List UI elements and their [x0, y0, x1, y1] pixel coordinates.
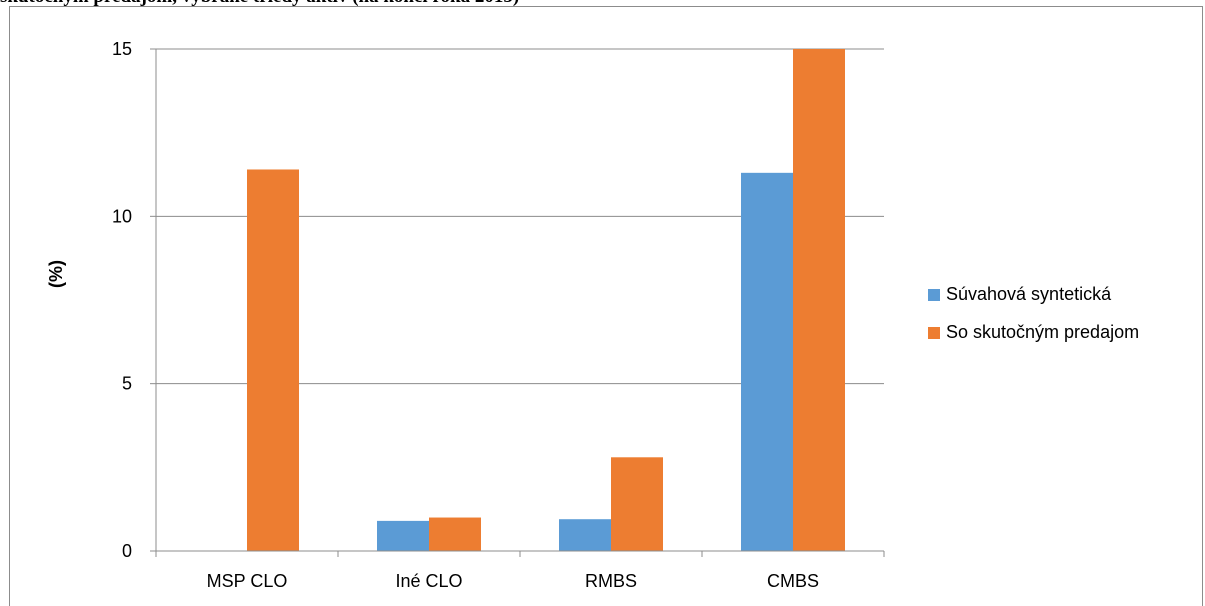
- legend: Súvahová syntetická So skutočným predajo…: [928, 282, 1139, 358]
- legend-swatch-series-1: [928, 288, 940, 301]
- bar: [559, 519, 611, 551]
- legend-item-series-1: Súvahová syntetická: [928, 282, 1139, 307]
- y-axis-label: (%): [46, 260, 66, 288]
- y-tick-label: 10: [112, 206, 132, 226]
- legend-label-series-2: So skutočným predajom: [946, 322, 1140, 342]
- y-tick-label: 15: [112, 39, 132, 59]
- bar: [793, 49, 845, 551]
- x-tick-labels: MSP CLO Iné CLO RMBS CMBS: [207, 571, 819, 591]
- y-tick-label: 0: [122, 541, 132, 561]
- x-tick-label: RMBS: [585, 571, 637, 591]
- bar: [741, 172, 793, 551]
- legend-label-series-1: Súvahová syntetická: [946, 284, 1112, 304]
- y-tick-label: 5: [122, 374, 132, 394]
- axes: [150, 48, 885, 557]
- chart-frame: [9, 6, 1203, 606]
- x-tick-label: Iné CLO: [395, 571, 462, 591]
- bar: [247, 169, 299, 552]
- bar: [429, 517, 481, 551]
- chart-title: skutočným predajom, vybrané triedy aktív…: [0, 0, 1205, 12]
- legend-swatch-series-2: [928, 326, 940, 339]
- legend-item-series-2: So skutočným predajom: [928, 320, 1139, 345]
- y-tick-labels: 0 5 10 15: [112, 39, 132, 561]
- x-tick-label: CMBS: [767, 571, 819, 591]
- bar: [611, 457, 663, 551]
- bars: [247, 49, 845, 552]
- x-tick-label: MSP CLO: [207, 571, 288, 591]
- bar: [377, 520, 429, 551]
